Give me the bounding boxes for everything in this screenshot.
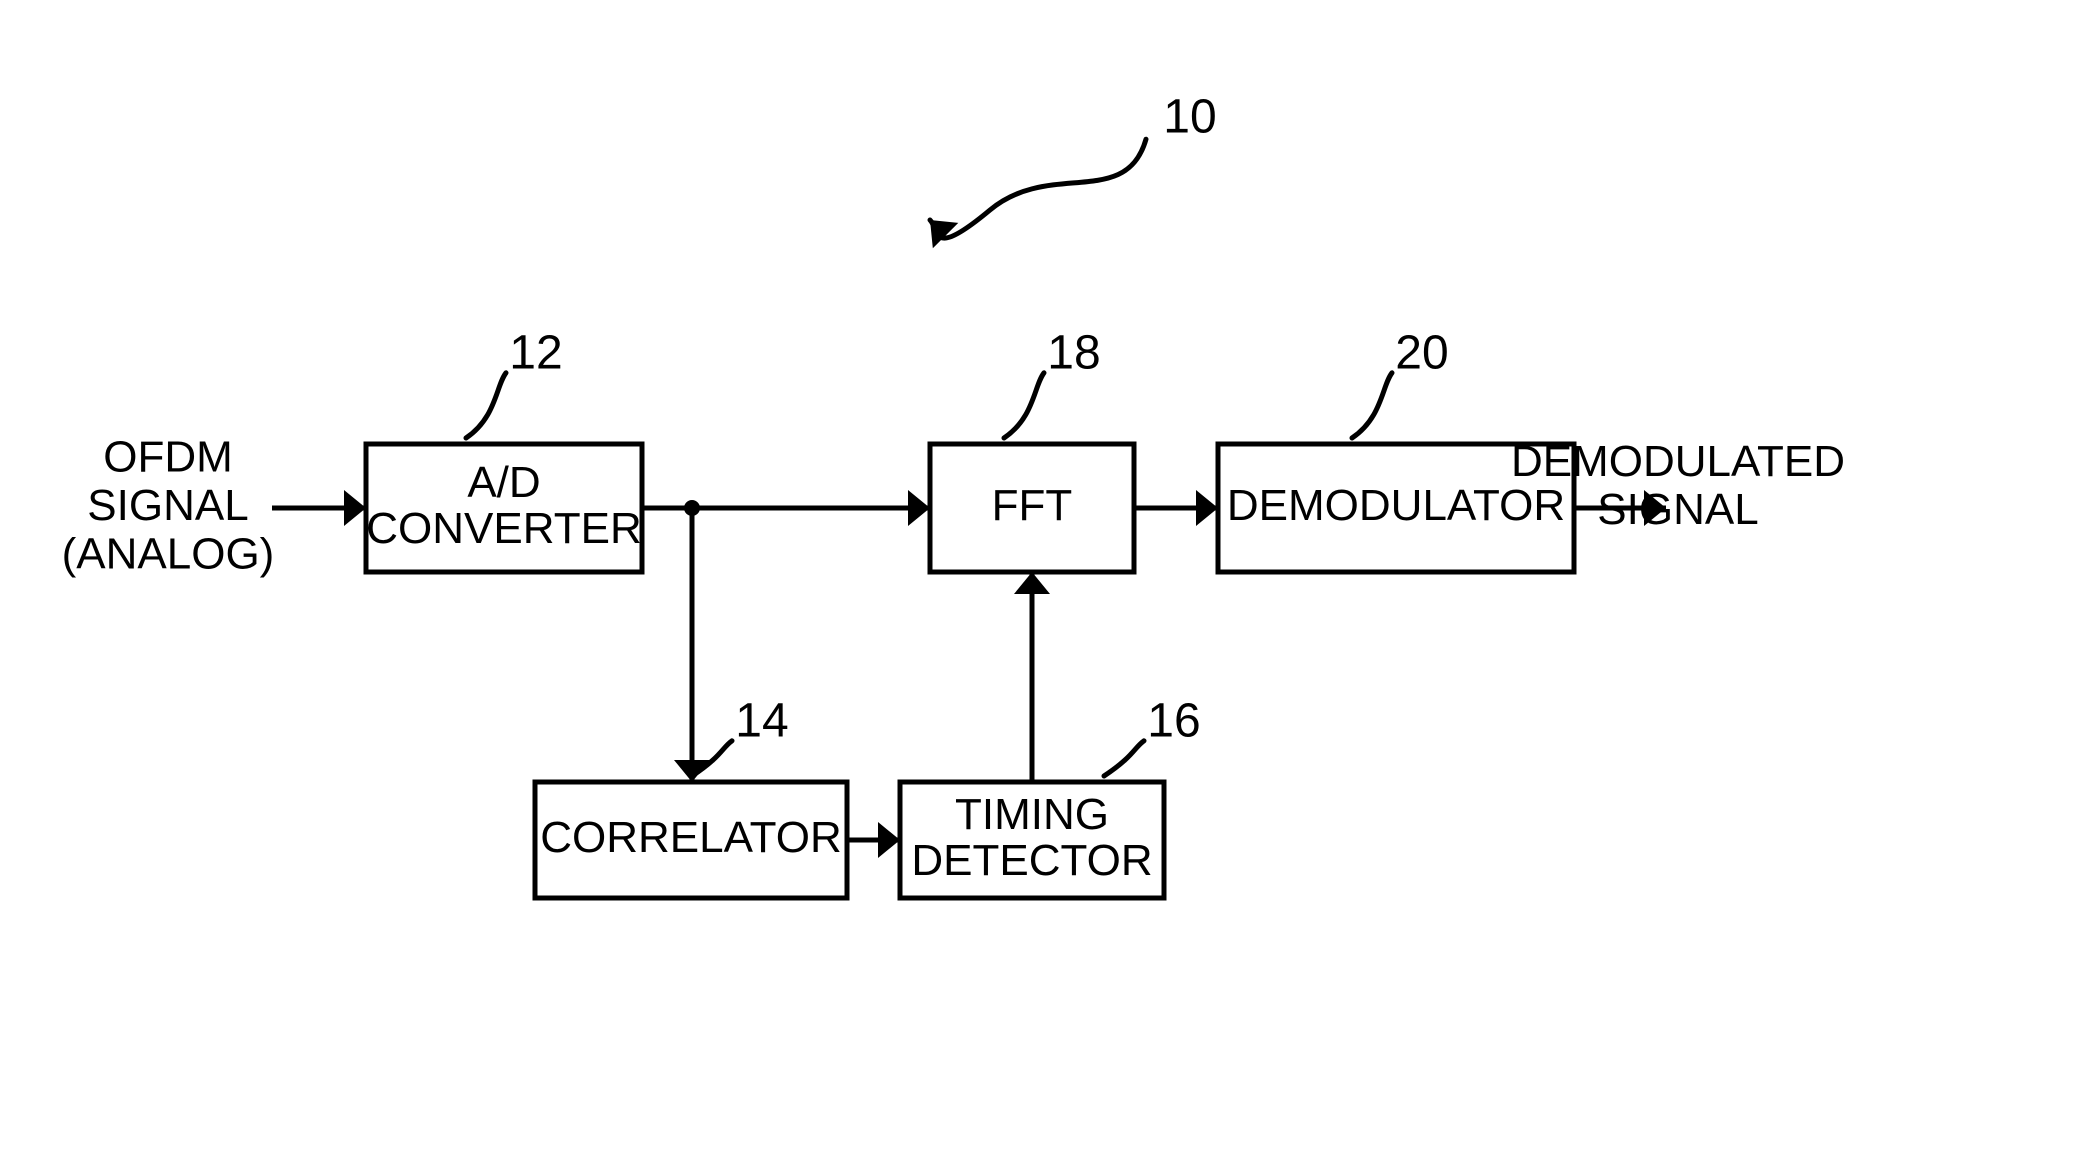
ref-pointer-demod	[1352, 373, 1392, 438]
ref-fft: 18	[1047, 327, 1100, 380]
ref-pointer-fft	[1004, 373, 1044, 438]
junction	[684, 500, 700, 516]
block-label-corr: CORRELATOR	[540, 813, 842, 862]
ref-demod: 20	[1395, 327, 1448, 380]
ref-pointer-timing	[1104, 741, 1144, 776]
ref-pointer-corr	[692, 741, 732, 776]
ref-main: 10	[1163, 91, 1216, 144]
input-label: OFDMSIGNAL(ANALOG)	[62, 432, 275, 578]
ref-timing: 16	[1147, 695, 1200, 748]
block-label-fft: FFT	[992, 481, 1073, 530]
ref-corr: 14	[735, 695, 788, 748]
block-diagram: A/DCONVERTERCORRELATORTIMINGDETECTORFFTD…	[0, 0, 2083, 1169]
ref-adc: 12	[509, 327, 562, 380]
ref-pointer-main	[930, 139, 1146, 238]
block-label-demod: DEMODULATOR	[1227, 481, 1565, 530]
ref-pointer-adc	[466, 373, 506, 438]
